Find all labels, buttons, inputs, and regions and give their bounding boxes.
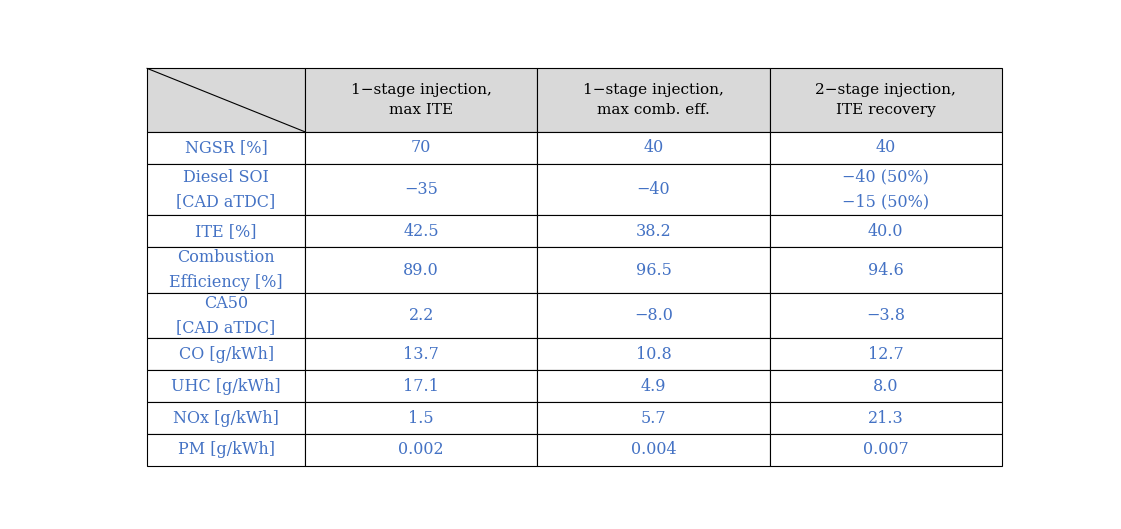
Bar <box>537 248 770 293</box>
Text: 40.0: 40.0 <box>868 223 904 240</box>
Bar <box>305 338 537 370</box>
Bar <box>147 402 305 434</box>
Bar <box>305 164 537 215</box>
Text: −8.0: −8.0 <box>634 307 673 324</box>
Text: 70: 70 <box>411 139 432 157</box>
Text: 4.9: 4.9 <box>641 378 666 395</box>
Text: 8.0: 8.0 <box>873 378 899 395</box>
Bar <box>147 370 305 402</box>
Bar <box>305 434 537 466</box>
Text: 1−stage injection,
max comb. eff.: 1−stage injection, max comb. eff. <box>583 83 724 117</box>
Text: 40: 40 <box>876 139 896 157</box>
Text: −40 (50%)
−15 (50%): −40 (50%) −15 (50%) <box>842 169 929 211</box>
Bar <box>147 132 305 164</box>
Text: 21.3: 21.3 <box>868 409 904 426</box>
Text: 96.5: 96.5 <box>636 261 671 279</box>
Bar <box>770 215 1002 248</box>
Bar <box>537 215 770 248</box>
Bar <box>305 248 537 293</box>
Bar <box>147 293 305 338</box>
Bar <box>770 402 1002 434</box>
Text: 1−stage injection,
max ITE: 1−stage injection, max ITE <box>351 83 492 117</box>
Text: 5.7: 5.7 <box>641 409 666 426</box>
Text: 13.7: 13.7 <box>404 345 439 362</box>
Bar <box>305 132 537 164</box>
Text: 2−stage injection,
ITE recovery: 2−stage injection, ITE recovery <box>815 83 956 117</box>
Text: 89.0: 89.0 <box>404 261 439 279</box>
Text: 0.004: 0.004 <box>631 442 676 459</box>
Bar <box>147 434 305 466</box>
Bar <box>770 164 1002 215</box>
Bar <box>305 402 537 434</box>
Text: 17.1: 17.1 <box>404 378 439 395</box>
Text: 10.8: 10.8 <box>636 345 671 362</box>
Text: 94.6: 94.6 <box>868 261 904 279</box>
Bar <box>305 370 537 402</box>
Text: −40: −40 <box>637 181 670 198</box>
Text: 0.002: 0.002 <box>398 442 444 459</box>
Text: 0.007: 0.007 <box>863 442 909 459</box>
Bar <box>147 248 305 293</box>
Bar <box>147 215 305 248</box>
Bar <box>770 132 1002 164</box>
Text: Diesel SOI
[CAD aTDC]: Diesel SOI [CAD aTDC] <box>176 169 276 211</box>
Text: NGSR [%]: NGSR [%] <box>185 139 268 157</box>
Bar <box>537 68 770 132</box>
Bar <box>537 132 770 164</box>
Text: ITE [%]: ITE [%] <box>195 223 257 240</box>
Bar <box>147 164 305 215</box>
Text: 1.5: 1.5 <box>408 409 434 426</box>
Text: PM [g/kWh]: PM [g/kWh] <box>177 442 275 459</box>
Bar <box>537 164 770 215</box>
Text: NOx [g/kWh]: NOx [g/kWh] <box>173 409 279 426</box>
Text: Combustion
Efficiency [%]: Combustion Efficiency [%] <box>169 249 282 291</box>
Text: UHC [g/kWh]: UHC [g/kWh] <box>172 378 281 395</box>
Bar <box>147 338 305 370</box>
Bar <box>770 434 1002 466</box>
Bar <box>537 370 770 402</box>
Bar <box>305 215 537 248</box>
Bar <box>537 434 770 466</box>
Text: 12.7: 12.7 <box>868 345 904 362</box>
Text: −35: −35 <box>405 181 438 198</box>
Bar <box>770 370 1002 402</box>
Bar <box>305 68 537 132</box>
Text: 38.2: 38.2 <box>636 223 671 240</box>
Bar <box>305 293 537 338</box>
Text: 42.5: 42.5 <box>404 223 439 240</box>
Text: 2.2: 2.2 <box>408 307 434 324</box>
Bar <box>770 68 1002 132</box>
Bar <box>770 248 1002 293</box>
Bar <box>147 68 305 132</box>
Bar <box>537 338 770 370</box>
Bar <box>770 338 1002 370</box>
Text: CO [g/kWh]: CO [g/kWh] <box>178 345 274 362</box>
Text: CA50
[CAD aTDC]: CA50 [CAD aTDC] <box>176 295 276 336</box>
Bar <box>770 293 1002 338</box>
Text: 40: 40 <box>643 139 664 157</box>
Bar <box>537 293 770 338</box>
Text: −3.8: −3.8 <box>867 307 906 324</box>
Bar <box>537 402 770 434</box>
